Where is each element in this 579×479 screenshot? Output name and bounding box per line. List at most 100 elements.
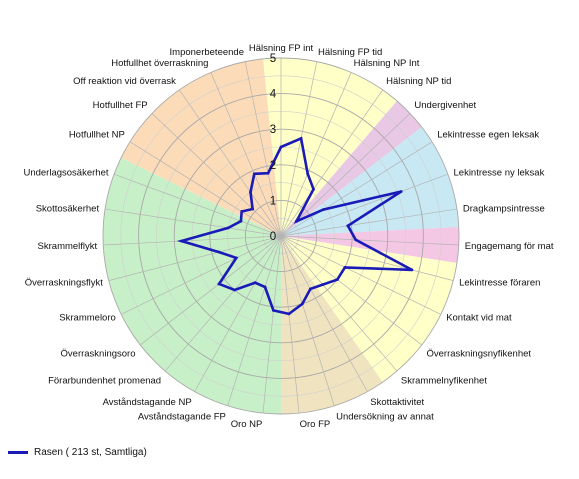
series-point-oro-np — [272, 308, 275, 312]
series-point-forarbundenhet-promenad — [233, 288, 237, 292]
axis-label-halsning-np-tid: Hälsning NP tid — [386, 76, 451, 87]
axis-label-lekintresse-egen-leksak: Lekintresse egen leksak — [437, 130, 539, 141]
axis-label-forarbundenhet-promenad: Förarbundenhet promenad — [48, 376, 161, 387]
grid-spoke — [104, 208, 282, 237]
axis-label-off-reaktion-vid-overrask: Off reaktion vid överrask — [73, 76, 176, 87]
series-point-engagemang-for-mat — [354, 238, 358, 242]
axis-label-skrammelnyfikenhet: Skrammelnyfikenhet — [401, 376, 487, 387]
series-point-overraskningsnyfikenhet — [335, 278, 339, 281]
axis-label-overraskningsoro: Överraskningsoro — [61, 349, 136, 360]
axis-label-avstandstagande-fp: Avståndstagande FP — [138, 412, 226, 423]
radar-grid — [102, 57, 460, 415]
grid-spoke — [280, 235, 335, 406]
axis-label-kontakt-vid-mat: Kontakt vid mat — [446, 313, 512, 324]
grid-spoke — [113, 173, 282, 237]
series-point-avstandstagande-fp — [263, 285, 267, 289]
axis-label-skrammelflykt: Skrammelflykt — [38, 241, 98, 252]
axis-label-dragkampsintresse: Dragkampsintresse — [463, 204, 545, 215]
series-point-avstandstagande-np — [253, 281, 257, 285]
grid-spoke — [140, 235, 282, 346]
axis-label-hotfullhet-overraskning: Hotfullhet överraskning — [111, 58, 208, 69]
series-point-lekintresse-egen-leksak — [321, 208, 325, 212]
axis-label-skottaktivitet: Skottaktivitet — [370, 397, 424, 408]
grid-spoke — [280, 235, 441, 315]
grid-spoke — [121, 235, 282, 315]
grid-spoke — [280, 235, 398, 372]
series-point-skrammeloro — [234, 256, 238, 260]
series-point-halsning-fp-tid — [299, 136, 303, 140]
series-point-halsning-np-tid — [312, 187, 315, 191]
axis-label-oro-np: Oro NP — [231, 419, 263, 430]
sector-5 — [281, 236, 383, 414]
grid-spoke — [280, 235, 300, 414]
axis-label-oro-fp: Oro FP — [300, 419, 331, 430]
axis-label-overraskningsnyfikenhet: Överraskningsnyfikenhet — [427, 349, 532, 360]
series-point-halsning-np-int — [306, 172, 310, 176]
series-point-overraskningsflykt — [217, 250, 221, 254]
legend-swatch — [8, 450, 28, 454]
tick-label-4: 4 — [270, 89, 277, 101]
axis-label-skottosakerhet: Skottosäkerhet — [36, 204, 100, 215]
grid-spoke — [129, 141, 282, 237]
series-point-lekintresse-ny-leksak — [399, 190, 403, 193]
series-point-skrammelflykt — [180, 239, 183, 243]
grid-spoke — [108, 235, 282, 281]
series-point-underlagsosakerhet — [239, 219, 243, 223]
series-point-halsning-fp-int — [279, 145, 283, 149]
sector-3 — [281, 226, 459, 263]
grid-spoke — [280, 235, 459, 246]
sector-6 — [103, 157, 282, 414]
series-point-skottaktivitet — [308, 287, 312, 291]
grid-spoke — [164, 235, 282, 372]
tick-label-5: 5 — [270, 53, 276, 65]
grid-spoke — [151, 113, 282, 237]
grid-spoke — [244, 61, 282, 237]
axis-label-imponerbeteende: Imponerbeteende — [170, 47, 244, 58]
radial-tick-labels: 0 1 2 3 4 5 — [270, 53, 277, 243]
axis-label-lekintresse-ny-leksak: Lekintresse ny leksak — [454, 168, 545, 179]
tick-label-2: 2 — [270, 160, 276, 172]
grid-spoke — [280, 235, 368, 392]
grid-spoke — [262, 235, 282, 414]
axis-label-overraskningsflykt: Överraskningsflykt — [25, 278, 103, 289]
series-point-oro-fp — [287, 312, 291, 316]
series-point-off-reaktion-vid-overrask — [249, 190, 252, 194]
tick-label-0: 0 — [270, 231, 276, 243]
grid-spoke — [179, 89, 282, 237]
axis-label-halsning-fp-int: Hälsning FP int — [249, 43, 314, 54]
series-point-kontakt-vid-mat — [343, 265, 347, 269]
axis-label-hotfullhet-np: Hotfullhet NP — [69, 130, 125, 141]
sector-4 — [281, 236, 457, 383]
axis-label-hotfullhet-fp: Hotfullhet FP — [93, 100, 148, 111]
series-point-hotfullhet-np — [240, 210, 244, 213]
grid-spoke — [280, 61, 318, 237]
axis-label-undersokning-av-annat: Undersökning av annat — [336, 412, 434, 423]
grid-spoke — [280, 173, 449, 237]
axis-label-engagemang-for-mat: Engagemang för mat — [465, 241, 554, 252]
axis-label-halsning-np-int: Hälsning NP Int — [354, 58, 420, 69]
series-point-dragkampsintresse — [346, 224, 350, 228]
series-point-skottosakerhet — [226, 226, 230, 230]
sector-0 — [262, 58, 397, 237]
axis-label-lekintresse-foraren: Lekintresse föraren — [459, 278, 540, 289]
grid-spoke — [280, 235, 454, 281]
series-layer — [176, 136, 414, 316]
axis-label-skrammeloro: Skrammeloro — [59, 313, 116, 324]
grid-spoke — [280, 89, 383, 237]
series-point-undersokning-av-annat — [300, 302, 304, 306]
tick-label-3: 3 — [270, 124, 276, 136]
grid-spoke — [194, 235, 282, 392]
series-point-hotfullhet-overraskning — [252, 172, 256, 176]
grid-spoke — [103, 235, 282, 246]
series-point-hotfullhet-fp — [251, 207, 255, 211]
grid-spoke — [227, 235, 282, 406]
grid-spoke — [280, 72, 352, 237]
grid-spoke — [210, 72, 282, 237]
axis-label-halsning-fp-tid: Hälsning FP tid — [318, 47, 382, 58]
series-point-skrammelnyfikenhet — [321, 283, 325, 287]
tick-label-1: 1 — [270, 195, 276, 207]
series-point-imponerbeteende — [266, 171, 270, 175]
legend: Rasen ( 213 st, Samtliga) — [8, 444, 147, 460]
